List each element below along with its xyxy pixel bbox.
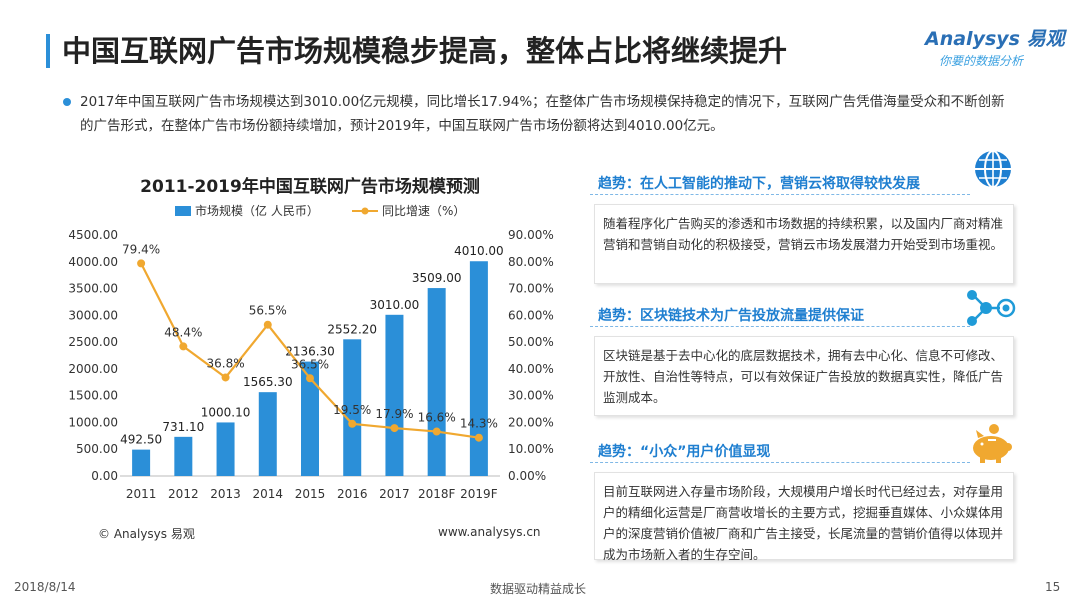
page-title: 中国互联网广告市场规模稳步提高，整体占比将继续提升 <box>62 34 788 68</box>
legend-line-marker <box>361 207 369 215</box>
x-tick-label: 2013 <box>210 487 241 501</box>
growth-value-label: 14.3% <box>460 417 498 431</box>
intro-paragraph: 2017年中国互联网广告市场规模达到3010.00亿元规模，同比增长17.94%… <box>80 94 1005 134</box>
bar-2014 <box>258 392 277 476</box>
trend-divider-3 <box>590 462 970 463</box>
bar-value-label: 3509.00 <box>412 271 462 285</box>
y-left-tick-label: 0.00 <box>91 469 118 483</box>
y-left-tick-label: 3000.00 <box>68 308 118 322</box>
growth-value-label: 48.4% <box>164 325 202 339</box>
y-right-tick-label: 80.00% <box>508 255 554 269</box>
y-left-tick-label: 500.00 <box>76 442 118 456</box>
x-tick-label: 2015 <box>295 487 326 501</box>
y-right-tick-label: 40.00% <box>508 362 554 376</box>
trend-body-1: 随着程序化广告购买的渗透和市场数据的持续积累，以及国内厂商对精准营销和营销自动化… <box>594 204 1014 284</box>
growth-point-2019F <box>474 433 483 442</box>
y-right-tick-label: 90.00% <box>508 228 554 242</box>
x-tick-label: 2017 <box>379 487 410 501</box>
bar-value-label: 4010.00 <box>454 244 504 258</box>
y-left-tick-label: 4500.00 <box>68 228 118 242</box>
x-tick-label: 2012 <box>168 487 199 501</box>
y-left-tick-label: 4000.00 <box>68 255 118 269</box>
bar-2016 <box>343 339 362 476</box>
growth-point-2011 <box>137 259 146 268</box>
logo-sub-text: 你要的数据分析 <box>939 54 1024 68</box>
bar-2015 <box>301 361 319 476</box>
growth-point-2014 <box>263 320 272 329</box>
y-left-tick-label: 1500.00 <box>68 389 118 403</box>
x-tick-label: 2016 <box>337 487 368 501</box>
growth-point-2013 <box>221 373 230 382</box>
y-left-tick-label: 2500.00 <box>68 335 118 349</box>
title-accent-bar <box>46 34 50 68</box>
y-right-tick-label: 50.00% <box>508 335 554 349</box>
trend-body-3: 目前互联网进入存量市场阶段，大规模用户增长时代已经过去，对存量用户的精细化运营是… <box>594 472 1014 562</box>
analysys-logo: Analysys 易观 你要的数据分析 <box>925 24 1065 74</box>
legend-bar-swatch <box>175 206 191 216</box>
trend-title-1: 趋势：在人工智能的推动下，营销云将取得较快发展 <box>598 176 920 192</box>
bar-2013 <box>216 422 235 476</box>
growth-value-label: 17.9% <box>375 407 413 421</box>
y-right-tick-label: 70.00% <box>508 282 554 296</box>
legend-bar-label: 市场规模（亿 人民币） <box>195 203 319 218</box>
growth-value-label: 19.5% <box>333 403 371 417</box>
growth-value-label: 79.4% <box>122 242 160 256</box>
legend-line-label: 同比增速（%） <box>382 204 465 218</box>
trend-divider-2 <box>590 326 970 327</box>
chart-website: www.analysys.cn <box>438 525 541 539</box>
chart-title: 2011-2019年中国互联网广告市场规模预测 <box>140 177 480 197</box>
bar-value-label: 2552.20 <box>327 322 377 336</box>
bar-value-label: 1565.30 <box>243 375 293 389</box>
footer-slogan: 数据驱动精益成长 <box>490 582 587 596</box>
y-left-tick-label: 3500.00 <box>68 282 118 296</box>
x-tick-label: 2014 <box>253 487 284 501</box>
x-tick-label: 2019F <box>460 487 498 501</box>
bullet-dot-icon <box>63 98 71 106</box>
x-tick-label: 2011 <box>126 487 157 501</box>
y-left-tick-label: 2000.00 <box>68 362 118 376</box>
growth-point-2012 <box>179 342 188 351</box>
bar-value-label: 3010.00 <box>370 298 420 312</box>
growth-point-2016 <box>348 419 357 428</box>
bar-2018F <box>427 288 446 476</box>
bar-value-label: 2136.30 <box>285 345 335 359</box>
growth-value-label: 36.5% <box>291 357 329 371</box>
bar-value-label: 1000.10 <box>201 405 251 419</box>
y-right-tick-label: 0.00% <box>508 469 546 483</box>
y-left-tick-label: 1000.00 <box>68 415 118 429</box>
market-size-chart: 市场规模（亿 人民币） 同比增速（%） 0.00 500.00 1000.00 1500.… <box>68 203 554 501</box>
footer-date: 2018/8/14 <box>14 580 76 594</box>
y-right-tick-label: 10.00% <box>508 442 554 456</box>
growth-point-2018F <box>432 427 441 436</box>
logo-main-text: Analysys 易观 <box>925 28 1065 50</box>
bar-value-label: 492.50 <box>120 433 162 447</box>
trend-title-2: 趋势：区块链技术为广告投放流量提供保证 <box>598 308 864 324</box>
growth-point-2015 <box>306 374 314 383</box>
trend-title-3: 趋势：“小众”用户价值显现 <box>598 444 771 460</box>
trend-body-2: 区块链是基于去中心化的底层数据技术，拥有去中心化、信息不可修改、开放性、自治性等… <box>594 336 1014 416</box>
page-number: 15 <box>1045 580 1061 594</box>
growth-point-2017 <box>390 424 399 433</box>
x-tick-label: 2018F <box>418 487 456 501</box>
network-icon <box>967 290 1016 326</box>
bar-2012 <box>174 436 193 476</box>
bar-2017 <box>385 314 404 476</box>
bar-2011 <box>132 449 151 476</box>
growth-value-label: 16.6% <box>418 411 456 425</box>
y-right-tick-label: 20.00% <box>508 415 554 429</box>
y-right-tick-label: 60.00% <box>508 308 554 322</box>
growth-value-label: 36.8% <box>206 356 244 370</box>
chart-copyright: © Analysys 易观 <box>98 527 195 541</box>
piggy-bank-icon <box>973 424 1012 463</box>
trend-divider-1 <box>590 194 970 195</box>
y-right-tick-label: 30.00% <box>508 389 554 403</box>
bar-value-label: 731.10 <box>162 420 204 434</box>
bar-2019F <box>469 261 488 476</box>
globe-icon <box>975 150 1011 188</box>
growth-value-label: 56.5% <box>249 304 287 318</box>
